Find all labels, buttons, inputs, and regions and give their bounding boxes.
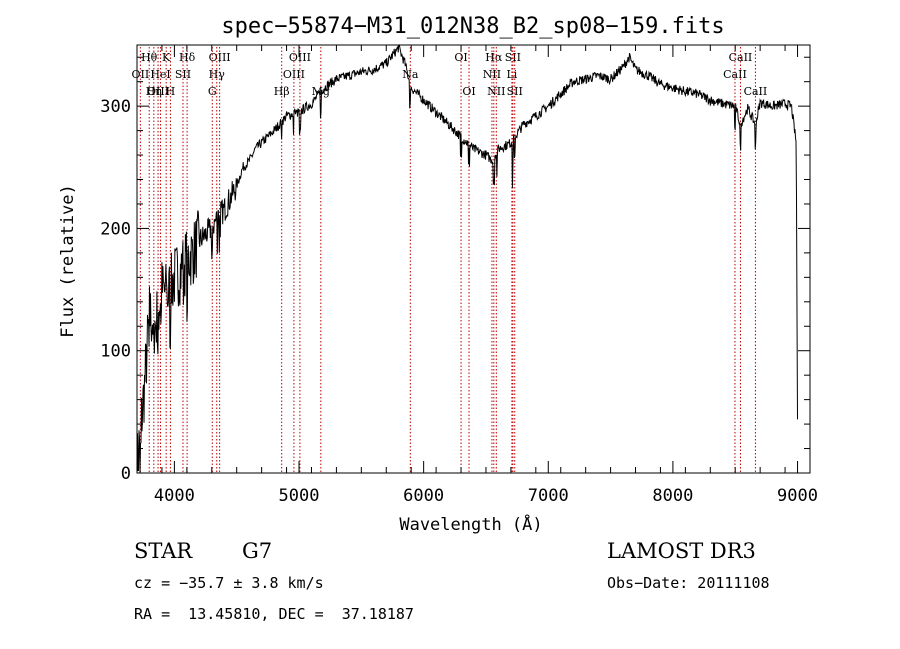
y-tick-label: 300 [100, 97, 131, 117]
spectral-line-label: NII [483, 68, 501, 81]
x-tick-label: 7000 [528, 486, 569, 506]
spectral-line-label: OIII [283, 68, 305, 81]
spectral-line-label: Li [506, 68, 517, 81]
spectral-line-label: OIII [209, 51, 231, 64]
spectral-line-label: SII [505, 51, 521, 64]
x-tick-label: 6000 [403, 486, 444, 506]
spectral-line-label: CaII [744, 85, 768, 98]
y-tick-label: 0 [121, 464, 131, 484]
spectral-line-label: G [208, 85, 217, 98]
chart-title: spec−55874−M31_012N38_B2_sp08−159.fits [221, 14, 724, 39]
spectral-line-label: CaII [729, 51, 753, 64]
redshift-readout: cz = −35.7 ± 3.8 km/s [134, 574, 324, 592]
spectral-line-label: Na [402, 68, 419, 81]
axes: 4000 5000 6000 7000 8000 9000 0 100 200 300 [100, 45, 818, 506]
spectral-line-label: Hγ [209, 68, 226, 81]
y-axis-label: Flux (relative) [58, 184, 78, 338]
survey-name: LAMOST DR3 [607, 539, 756, 563]
x-tick-label: 9000 [777, 486, 818, 506]
obs-date: Obs−Date: 20111108 [607, 574, 770, 592]
object-class: STAR [134, 539, 193, 563]
spectral-line-label: OIII [289, 51, 311, 64]
spectral-line-label: OIII [147, 85, 169, 98]
spectral-line-label: Hη [146, 85, 162, 98]
y-tick-label: 100 [100, 342, 131, 362]
spectral-line-label: OII [132, 68, 150, 81]
spectral-line-label: SII [507, 85, 523, 98]
object-subclass: G7 [242, 539, 273, 563]
plot-frame [136, 44, 811, 474]
spectral-line-label: Hδ [179, 51, 196, 64]
spectral-line-label: H [166, 85, 176, 98]
coordinates: RA = 13.45810, DEC = 37.18187 [134, 605, 414, 623]
x-axis-label: Wavelength (Å) [399, 513, 542, 535]
spectral-line-label: SII [175, 68, 191, 81]
spectral-line-label: Hβ [274, 85, 290, 98]
spectral-line-label: K [162, 51, 171, 64]
spectral-line-label: OI [454, 51, 467, 64]
spectral-line-label: NII [487, 85, 505, 98]
x-tick-label: 8000 [652, 486, 693, 506]
x-tick-label: 4000 [154, 486, 195, 506]
spectral-line-label: HeI [150, 68, 170, 81]
spectral-line-label: Hθ [141, 51, 158, 64]
spectral-line-label: CaII [723, 68, 747, 81]
spectral-line-label: Hα [485, 51, 503, 64]
x-tick-label: 5000 [279, 486, 320, 506]
flux-series-line [136, 44, 798, 474]
spectral-line-label: OI [462, 85, 475, 98]
y-tick-label: 200 [100, 219, 131, 239]
